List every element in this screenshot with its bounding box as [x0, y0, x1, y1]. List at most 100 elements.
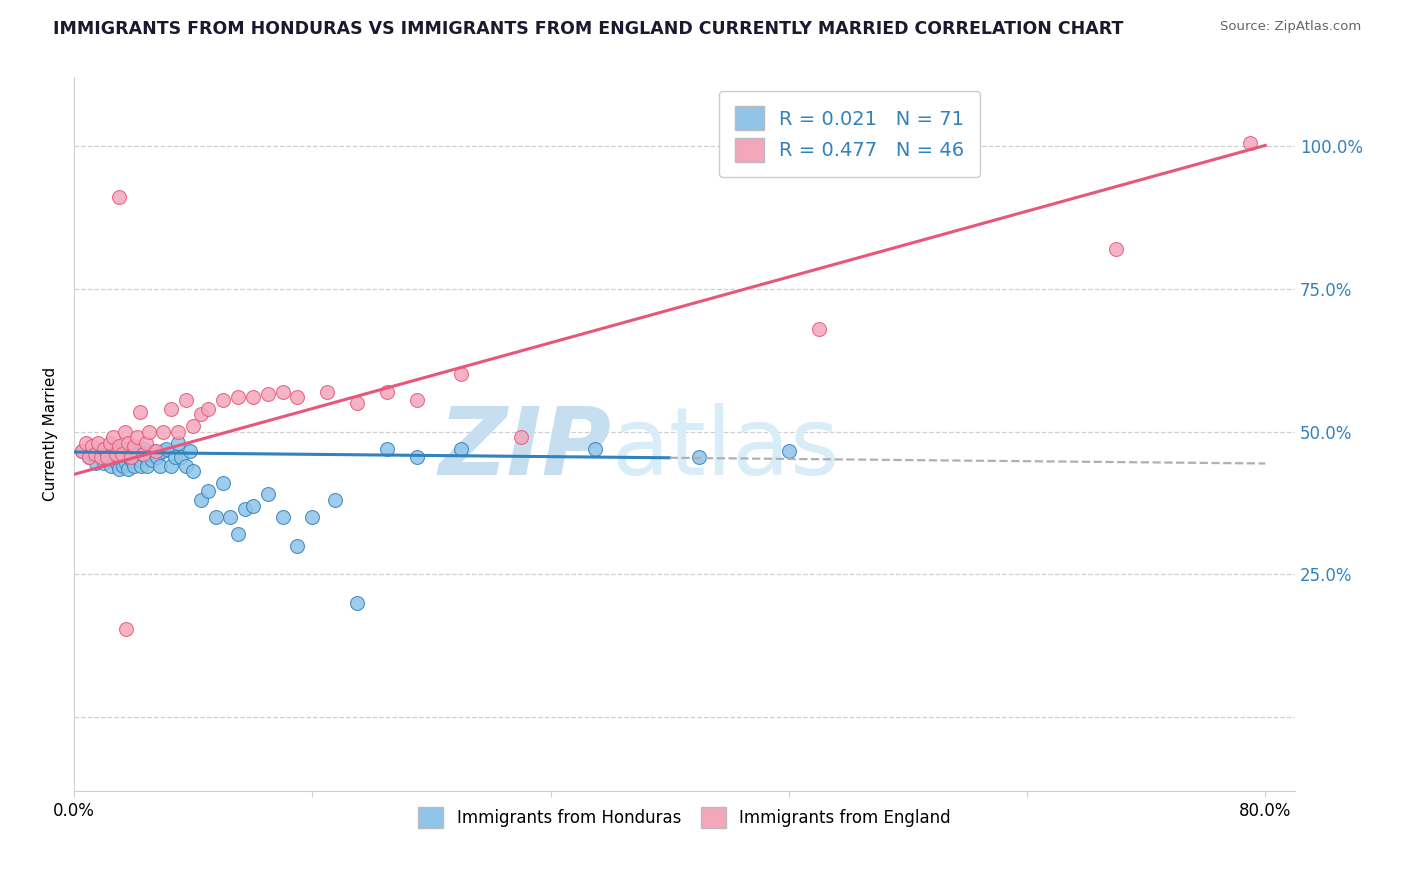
Text: IMMIGRANTS FROM HONDURAS VS IMMIGRANTS FROM ENGLAND CURRENTLY MARRIED CORRELATIO: IMMIGRANTS FROM HONDURAS VS IMMIGRANTS F… [53, 20, 1123, 37]
Point [219, 510, 242, 524]
Point [375, 384, 398, 399]
Point [141, 453, 163, 467]
Point [190, 493, 212, 508]
Point [115, 622, 138, 636]
Point [101, 430, 124, 444]
Point [807, 322, 830, 336]
Point [688, 450, 710, 465]
Y-axis label: Currently Married: Currently Married [44, 368, 58, 501]
Point [98, 453, 121, 467]
Point [114, 425, 136, 439]
Point [316, 384, 339, 399]
Point [190, 408, 212, 422]
Text: ZIP: ZIP [439, 402, 612, 495]
Point [111, 447, 134, 461]
Point [174, 458, 197, 473]
Point [107, 439, 129, 453]
Point [84, 447, 107, 461]
Point [91, 442, 114, 456]
Point [509, 430, 531, 444]
Point [75, 436, 97, 450]
Point [94, 450, 117, 465]
Point [104, 442, 127, 456]
Text: Source: ZipAtlas.com: Source: ZipAtlas.com [1220, 20, 1361, 33]
Point [131, 447, 153, 461]
Point [131, 447, 153, 461]
Point [80, 439, 103, 453]
Point [179, 444, 201, 458]
Point [242, 390, 264, 404]
Point [197, 484, 219, 499]
Point [127, 447, 149, 461]
Point [135, 450, 157, 465]
Point [256, 387, 278, 401]
Point [152, 425, 174, 439]
Point [129, 458, 152, 473]
Point [181, 418, 204, 433]
Point [93, 456, 115, 470]
Point [93, 442, 115, 456]
Point [80, 447, 103, 461]
Point [122, 439, 145, 453]
Point [110, 450, 132, 465]
Point [104, 447, 127, 461]
Point [124, 450, 146, 465]
Point [287, 390, 309, 404]
Point [450, 442, 472, 456]
Point [181, 465, 204, 479]
Point [167, 436, 190, 450]
Point [450, 368, 472, 382]
Point [301, 510, 323, 524]
Point [100, 458, 122, 473]
Point [128, 404, 150, 418]
Point [70, 444, 93, 458]
Point [155, 442, 177, 456]
Point [101, 444, 124, 458]
Point [105, 456, 128, 470]
Point [346, 396, 368, 410]
Point [77, 450, 100, 465]
Point [107, 190, 129, 204]
Point [98, 436, 121, 450]
Point [86, 456, 108, 470]
Legend: Immigrants from Honduras, Immigrants from England: Immigrants from Honduras, Immigrants fro… [412, 801, 957, 834]
Point [271, 384, 294, 399]
Point [87, 444, 110, 458]
Point [256, 487, 278, 501]
Point [121, 454, 143, 468]
Point [146, 450, 169, 465]
Point [170, 450, 193, 465]
Point [226, 527, 249, 541]
Point [160, 401, 183, 416]
Point [136, 458, 159, 473]
Point [167, 425, 190, 439]
Point [125, 430, 148, 444]
Point [233, 501, 256, 516]
Point [120, 444, 142, 458]
Point [103, 450, 125, 465]
Point [583, 442, 606, 456]
Text: atlas: atlas [612, 402, 839, 495]
Point [132, 442, 155, 456]
Point [143, 444, 166, 458]
Point [212, 475, 235, 490]
Point [70, 444, 93, 458]
Point [128, 453, 150, 467]
Point [160, 458, 183, 473]
Point [111, 447, 134, 461]
Point [405, 393, 427, 408]
Point [145, 444, 167, 458]
Point [118, 450, 141, 465]
Point [138, 447, 160, 461]
Point [1105, 242, 1128, 256]
Point [323, 493, 346, 508]
Point [125, 444, 148, 458]
Point [165, 450, 187, 465]
Point [115, 456, 138, 470]
Point [77, 450, 100, 465]
Point [375, 442, 398, 456]
Point [90, 450, 112, 465]
Point [204, 510, 226, 524]
Point [212, 393, 235, 408]
Point [149, 458, 172, 473]
